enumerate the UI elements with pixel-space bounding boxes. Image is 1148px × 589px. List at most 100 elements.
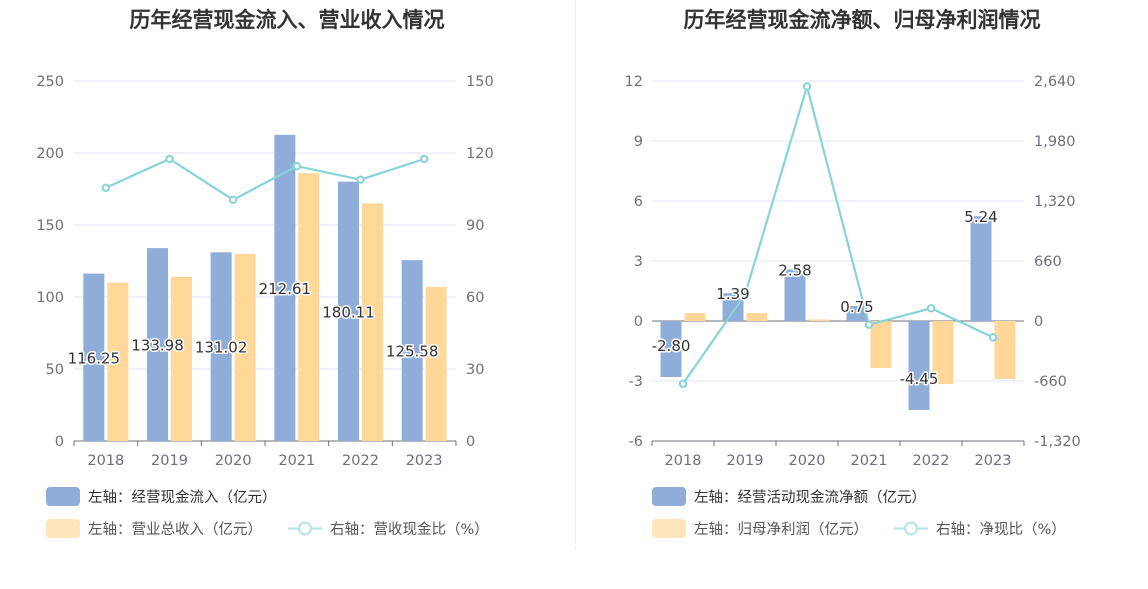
y-tick-label-left: 0 — [634, 314, 643, 330]
y-tick-label-right: 1,980 — [1034, 134, 1076, 150]
ratio-point — [228, 195, 238, 205]
y-tick-label-right: 30 — [466, 362, 484, 378]
legend-item-ratio[interactable]: 右轴：营收现金比（%） — [288, 518, 489, 539]
chart-panel-netcash-profit: 历年经营现金流净额、归母净利润情况 -6 -3 0 3 6 9 12 -1,320 -660 0 6… — [576, 0, 1148, 560]
bar-value-label: 116.25 — [68, 349, 121, 367]
panel-divider — [575, 0, 576, 550]
legend-swatch-blue — [46, 487, 80, 506]
bar-value-label: -4.45 — [900, 370, 939, 388]
bar-primary — [83, 273, 105, 441]
legend-item-net-profit[interactable]: 左轴：归母净利润（亿元） — [652, 518, 868, 539]
y-tick-label-right: -1,320 — [1034, 434, 1081, 450]
bar-secondary — [870, 321, 892, 368]
y-tick-label-left: 6 — [634, 194, 643, 210]
y-tick-label-right: 60 — [466, 290, 484, 306]
bar-value-label: 2.58 — [778, 261, 811, 279]
y-tick-label-right: 0 — [466, 434, 475, 450]
x-tick-label: 2023 — [975, 453, 1012, 469]
bar-primary — [660, 321, 682, 377]
bar-value-label: 1.39 — [716, 285, 749, 303]
bar-secondary — [362, 203, 383, 441]
legend-swatch-blue — [652, 487, 686, 506]
legend-item-revenue[interactable]: 左轴：营业总收入（亿元） — [46, 518, 262, 539]
bar-value-label: 180.11 — [322, 303, 375, 321]
y-tick-label-right: 0 — [1034, 314, 1043, 330]
bar-secondary — [684, 313, 706, 321]
bar-secondary — [746, 313, 768, 321]
y-tick-label-right: 660 — [1034, 254, 1062, 270]
legend-row-2: 左轴：营业总收入（亿元） 右轴：营收现金比（%） — [46, 518, 489, 539]
bar-value-label: -2.80 — [652, 337, 691, 355]
bar-secondary — [932, 321, 954, 384]
legend-swatch-orange — [46, 519, 80, 538]
bar-value-label: 212.61 — [259, 280, 312, 298]
legend-line-circle-icon — [894, 519, 928, 538]
y-tick-label-right: 120 — [466, 146, 494, 162]
legend-label: 左轴：归母净利润（亿元） — [694, 522, 868, 538]
bar-primary — [722, 293, 744, 321]
legend-line-circle-icon — [288, 519, 322, 538]
legend-item-net-cash-ratio[interactable]: 右轴：净现比（%） — [894, 518, 1066, 539]
bar-primary — [210, 252, 232, 441]
x-tick-label: 2020 — [789, 453, 826, 469]
chart-panel-cashflow-revenue: 历年经营现金流入、营业收入情况 0 50 100 150 200 250 0 30 60 90 12… — [0, 0, 574, 560]
ratio-point — [165, 154, 174, 164]
y-tick-label-left: 100 — [36, 290, 64, 306]
y-tick-label-left: 150 — [36, 218, 64, 234]
legend-label: 左轴：经营现金流入（亿元） — [88, 490, 277, 506]
bar-secondary — [234, 253, 256, 441]
chart-plot: -6 -3 0 3 6 9 12 -1,320 -660 0 660 1,320 1,980 2,640 2… — [625, 74, 1081, 469]
bar-secondary — [808, 319, 830, 321]
legend-item-net-cash[interactable]: 左轴：经营活动现金流净额（亿元） — [652, 486, 926, 507]
bar-primary — [338, 181, 359, 441]
ratio-point — [101, 183, 111, 193]
x-tick-label: 2018 — [87, 453, 124, 469]
bar-value-label: 0.75 — [840, 298, 873, 316]
y-tick-label-right: -660 — [1034, 374, 1067, 390]
bar-value-label: 131.02 — [195, 339, 248, 357]
x-tick-label: 2019 — [151, 453, 188, 469]
x-tick-label: 2018 — [665, 453, 702, 469]
ratio-point — [926, 304, 936, 313]
ratio-line — [682, 82, 994, 385]
x-tick-label: 2021 — [278, 453, 315, 469]
bar-secondary — [171, 276, 192, 441]
ratio-point — [988, 333, 998, 342]
chart-title: 历年经营现金流净额、归母净利润情况 — [683, 8, 1041, 32]
ratio-point — [419, 154, 429, 164]
y-tick-label-left: 200 — [36, 146, 64, 162]
bar-value-label: 125.58 — [386, 343, 439, 361]
ratio-point — [864, 320, 874, 329]
legend-label: 右轴：净现比（%） — [936, 522, 1066, 538]
legend-item-cash-inflow[interactable]: 左轴：经营现金流入（亿元） — [46, 486, 277, 507]
y-tick-label-right: 1,320 — [1034, 194, 1076, 210]
x-tick-label: 2021 — [851, 453, 888, 469]
ratio-point — [678, 379, 688, 388]
bar-primary — [147, 248, 168, 441]
x-tick-label: 2022 — [342, 453, 379, 469]
y-tick-label-left: 0 — [55, 434, 64, 450]
x-tick-label: 2022 — [913, 453, 950, 469]
bar-secondary — [425, 286, 447, 441]
bar-primary — [970, 216, 992, 321]
legend-label: 左轴：经营活动现金流净额（亿元） — [694, 490, 926, 506]
y-tick-label-left: 3 — [634, 254, 643, 270]
y-tick-label-right: 150 — [466, 74, 494, 90]
bar-secondary — [107, 282, 129, 441]
ratio-point — [292, 162, 302, 171]
chart-plot: 0 50 100 150 200 250 0 30 60 90 120 150 2018 2019 2020… — [36, 74, 494, 469]
ratio-point — [802, 82, 812, 91]
y-tick-label-right: 90 — [466, 218, 484, 234]
bar-secondary — [298, 173, 320, 441]
bar-value-label: 133.98 — [131, 337, 184, 355]
y-tick-label-left: -3 — [629, 374, 643, 390]
legend-swatch-orange — [652, 519, 686, 538]
x-tick-label: 2019 — [727, 453, 764, 469]
y-tick-label-left: 9 — [634, 134, 643, 150]
y-tick-label-left: 50 — [46, 362, 64, 378]
y-tick-label-left: 250 — [36, 74, 64, 90]
x-tick-label: 2020 — [215, 453, 252, 469]
legend-label: 右轴：营收现金比（%） — [330, 522, 489, 538]
bar-primary — [784, 269, 806, 321]
ratio-point — [356, 175, 365, 184]
